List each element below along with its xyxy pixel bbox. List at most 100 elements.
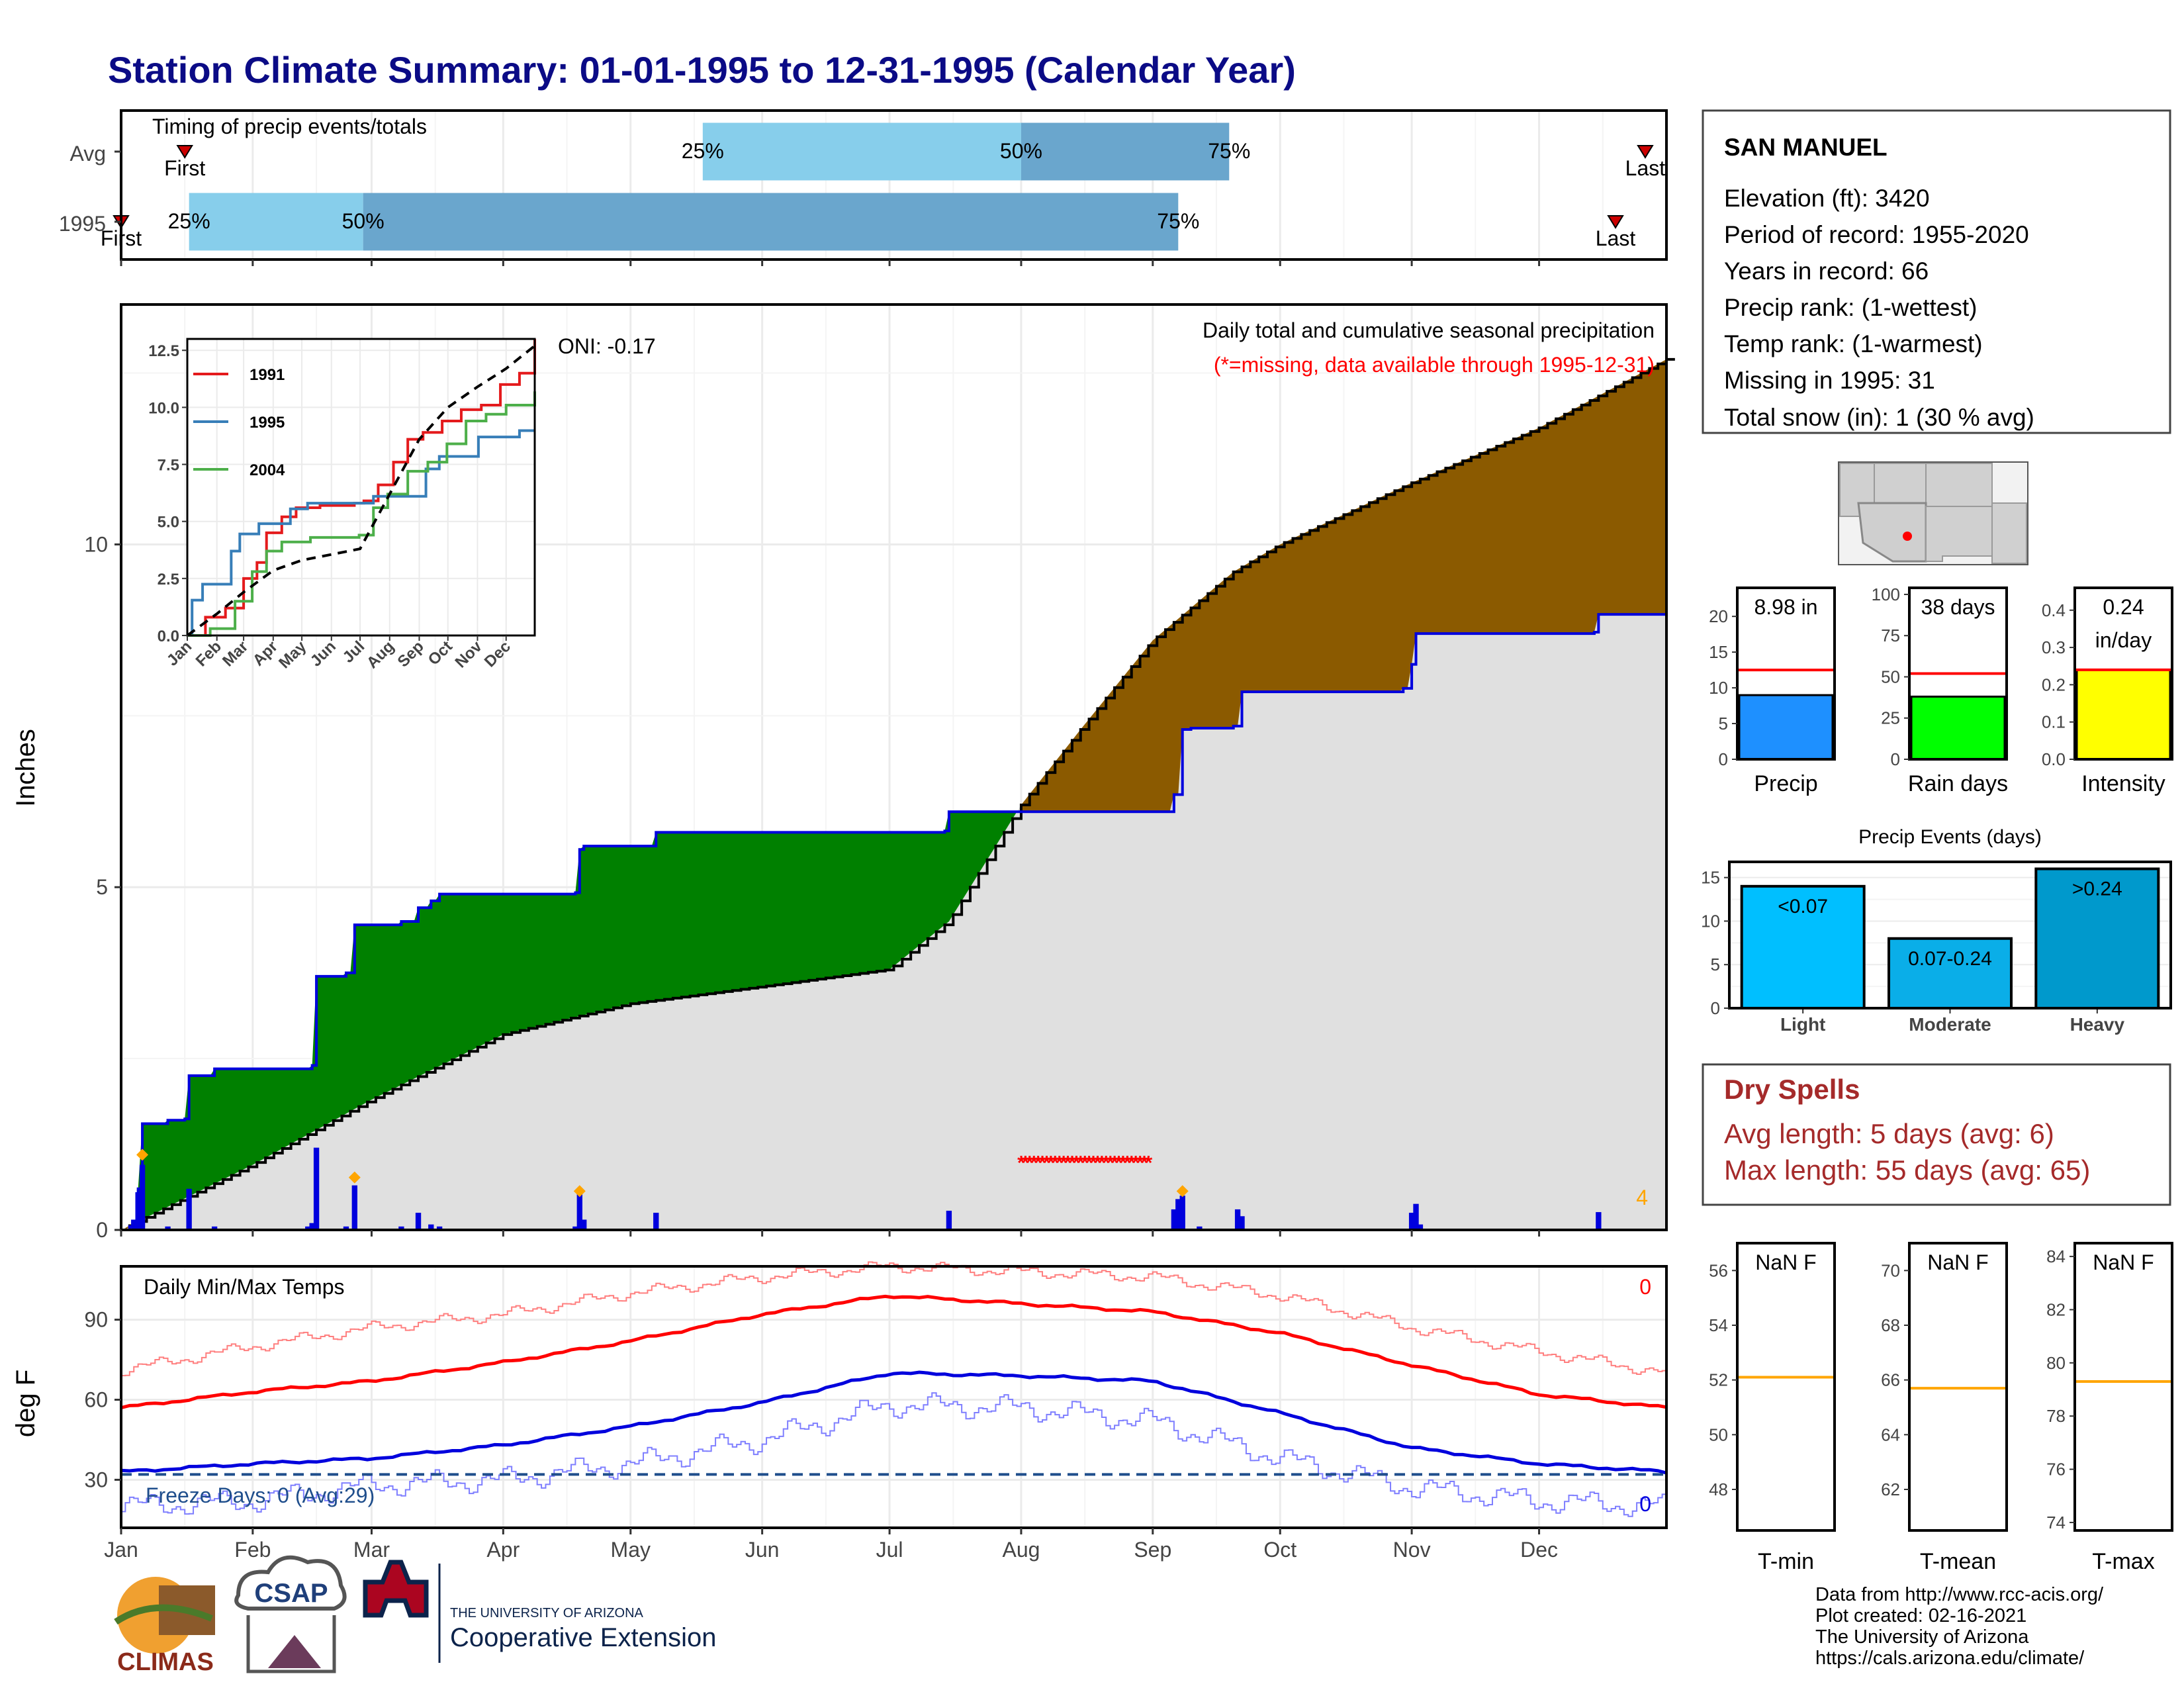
inset-x-tick-label: Sep [394, 637, 428, 671]
footer-line-url: https://cals.arizona.edu/climate/ [1815, 1648, 2085, 1669]
timing-label-50: 50% [1000, 139, 1042, 163]
small-chart-frame [1908, 586, 2008, 761]
temp-record_max-line [121, 1261, 1667, 1377]
daily-precip-bar [211, 1226, 218, 1230]
inset-y-tick-label: 2.5 [158, 571, 179, 588]
missing-day-marker: * [1128, 1152, 1136, 1174]
missing-day-marker: * [1145, 1152, 1153, 1174]
missing-day-marker: * [1115, 1152, 1123, 1174]
small-chart-label: T-mean [1920, 1549, 1996, 1574]
inset-legend-label: 2004 [250, 461, 285, 479]
events-category-label: Moderate [1909, 1014, 1991, 1035]
station-line-elevation: Elevation (ft): 3420 [1724, 185, 1930, 212]
small-y-tick-label: 0.2 [2042, 675, 2066, 694]
value-bar [1738, 694, 1834, 761]
inset-background [187, 339, 535, 635]
timing-last-marker [1637, 145, 1654, 159]
month-label: Nov [1393, 1538, 1431, 1562]
station-line-period: Period of record: 1955-2020 [1724, 221, 2029, 248]
temp-record_min-line [121, 1392, 1667, 1517]
timing-bar-50-75 [1021, 122, 1230, 181]
events-frame [1728, 861, 2172, 1009]
daily-precip-bar [351, 1185, 357, 1230]
daily-precip-bar [653, 1213, 659, 1230]
small-y-tick-label: 20 [1709, 606, 1728, 626]
timing-label-25: 25% [168, 209, 210, 233]
timing-row-label-year: 1995 [59, 212, 106, 236]
timing-frame [120, 109, 1668, 261]
daily-precip-bar [572, 1226, 578, 1230]
timing-label-25: 25% [682, 139, 724, 163]
small-y-tick-label: 64 [1881, 1425, 1900, 1444]
station-location-dot [1903, 532, 1912, 541]
daily-precip-bar [1417, 1224, 1424, 1230]
timing-last-label: Last [1625, 156, 1666, 180]
missing-day-marker: * [1060, 1152, 1068, 1174]
precip-y-tick-label: 0 [96, 1218, 108, 1242]
events-y-tick-label: 10 [1701, 911, 1720, 931]
daily-precip-bar [186, 1188, 192, 1230]
small-chart-label: Intensity [2081, 771, 2165, 796]
precip-y-tick-label: 10 [84, 532, 108, 556]
small-chart-background [1737, 1243, 1835, 1530]
tmean-chart: 62 64 66 68 70 NaN F T-mean [1881, 1242, 2008, 1574]
month-label: Oct [1263, 1538, 1297, 1562]
missing-day-marker: * [1030, 1152, 1038, 1174]
climas-logo: CLIMAS [114, 1577, 215, 1676]
inset-x-tick-label: Jun [307, 637, 340, 670]
month-label: Jul [876, 1538, 903, 1562]
observed-cumulative-line [121, 613, 1666, 1231]
map-state-new-mexico [1925, 506, 1993, 562]
climas-logo-text: CLIMAS [117, 1648, 214, 1676]
small-y-tick-label: 50 [1709, 1425, 1728, 1444]
small-chart-frame [2073, 586, 2173, 761]
ua-big-text: Cooperative Extension [450, 1623, 716, 1652]
page-title: Station Climate Summary: 01-01-1995 to 1… [108, 49, 1296, 91]
timing-label-75: 75% [1157, 209, 1199, 233]
locator-map [1838, 461, 2028, 565]
small-y-tick-label: 25 [1881, 708, 1900, 728]
climas-swoosh-shape [114, 1604, 213, 1625]
daily-precip-bar [946, 1211, 952, 1230]
map-state-colorado [1925, 463, 1993, 507]
daily-precip-bar [1234, 1209, 1241, 1230]
csap-base-shape [246, 1615, 336, 1673]
small-chart-background [1909, 1243, 2007, 1530]
temp-title: Daily Min/Max Temps [144, 1275, 344, 1299]
station-name: SAN MANUEL [1724, 134, 1888, 161]
small-y-tick-label: 56 [1709, 1260, 1728, 1280]
month-label: Sep [1134, 1538, 1171, 1562]
small-chart-label: T-max [2092, 1549, 2154, 1574]
station-info-box: SAN MANUEL Elevation (ft): 3420 Period o… [1702, 109, 2171, 434]
daily-precip-bar [139, 1164, 146, 1230]
missing-day-marker: * [1043, 1152, 1051, 1174]
daily-precip-bar [313, 1147, 320, 1230]
csap-mountain-shape [268, 1635, 321, 1668]
missing-day-marker: * [1132, 1152, 1140, 1174]
events-y-tick-label: 5 [1711, 955, 1720, 974]
timing-first-label: First [164, 156, 205, 180]
small-chart-frame [1908, 1242, 2008, 1532]
events-category-label: Heavy [2070, 1014, 2125, 1035]
daily-precip-bar [398, 1226, 404, 1230]
value-label: NaN F [1755, 1250, 1816, 1274]
events-bar-heavy [2034, 867, 2160, 1009]
small-y-tick-label: 76 [2046, 1460, 2066, 1479]
month-label: Feb [234, 1538, 271, 1562]
value-label: 0.24 [2103, 595, 2144, 619]
value-unit-label: in/day [2095, 628, 2152, 652]
oni-label: ONI: -0.17 [558, 334, 656, 358]
precip-ylabel: Inches [11, 729, 40, 807]
precip-subtitle: (*=missing, data available through 1995-… [1214, 353, 1655, 377]
ua-logo: THE UNIVERSITY OF ARIZONA Cooperative Ex… [363, 1560, 716, 1663]
value-label: 38 days [1921, 595, 1995, 619]
temp-panel: 30 60 90 Jan Feb Mar Apr May Jun Jul Aug Sep Oct Nov… [11, 1261, 1668, 1562]
station-line-missing: Missing in 1995: 31 [1724, 367, 1935, 394]
temp-y-tick-label: 90 [84, 1308, 108, 1332]
heavy-event-marker [1176, 1185, 1189, 1197]
timing-first-marker [176, 145, 194, 159]
timing-row-label-avg: Avg [69, 142, 106, 165]
inset-x-tick-label: Apr [250, 637, 281, 669]
daily-precip-bar [1596, 1212, 1602, 1230]
